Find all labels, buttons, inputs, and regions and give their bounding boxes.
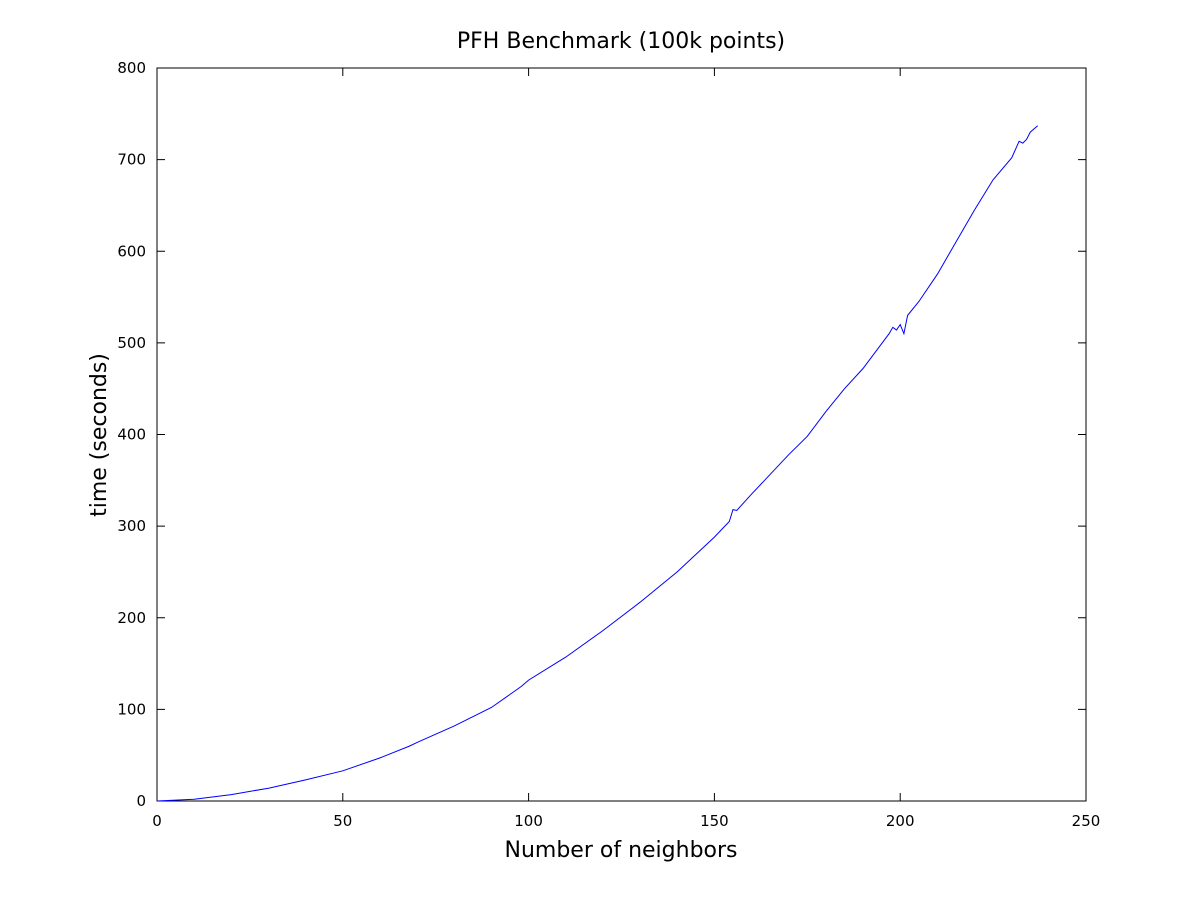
y-tick-label: 500 <box>117 334 146 352</box>
y-tick-label: 0 <box>136 792 146 810</box>
series-line <box>156 125 1039 802</box>
x-tick-label: 150 <box>700 812 729 830</box>
y-axis-label: time (seconds) <box>87 353 112 517</box>
x-tick-label: 50 <box>333 812 352 830</box>
x-tick-label: 100 <box>514 812 543 830</box>
y-tick-label: 100 <box>117 700 146 718</box>
x-axis-label: Number of neighbors <box>505 838 738 863</box>
chart-title: PFH Benchmark (100k points) <box>457 29 785 54</box>
y-tick-label: 300 <box>117 517 146 535</box>
x-tick-label: 200 <box>886 812 915 830</box>
y-tick-label: 600 <box>117 242 146 260</box>
x-tick-label: 250 <box>1072 812 1101 830</box>
y-tick-label: 200 <box>117 609 146 627</box>
x-axis: 0 50 100 150 200 250 <box>152 68 1100 830</box>
y-tick-label: 400 <box>117 426 146 444</box>
y-tick-label: 800 <box>117 59 146 77</box>
x-tick-label: 0 <box>152 812 162 830</box>
y-tick-label: 700 <box>117 151 146 169</box>
